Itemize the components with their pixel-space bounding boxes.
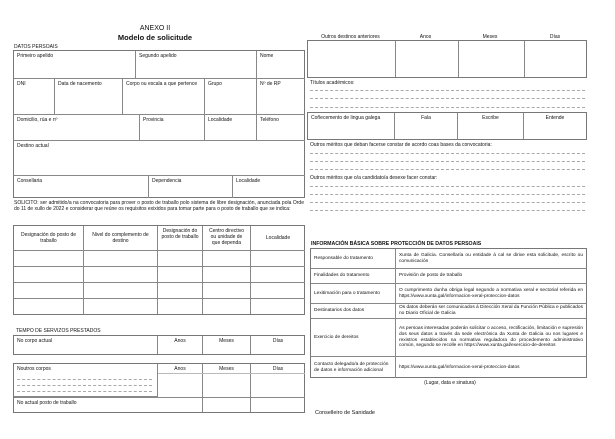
dp-row-label: Contacto delegado/a de protección de dat…: [311, 357, 396, 378]
field-writes[interactable]: Escribe: [458, 113, 524, 139]
label-other-posts: Outros destinos anteriores: [321, 34, 380, 40]
label-galician: Coñecemento de lingua galega: [308, 113, 395, 139]
field-days[interactable]: Días: [272, 366, 284, 372]
field-speaks[interactable]: Fala: [395, 113, 458, 139]
addressee: Conselleiro de Sanidade: [315, 410, 375, 416]
field-department[interactable]: Consellaria: [14, 176, 149, 198]
data-protection-table: Responsable do tratamento Xunta de Galici…: [310, 248, 587, 378]
dp-row-value: Provisión de posto de traballo: [396, 269, 586, 284]
label-current-post: No actual posto de traballo: [17, 400, 77, 406]
field-months[interactable]: Meses: [203, 336, 251, 354]
posts-table-cell[interactable]: [158, 283, 203, 299]
field-body[interactable]: Corpo ou escala a que pertence: [123, 79, 205, 115]
posts-table-cell[interactable]: [84, 283, 158, 299]
posts-table-cell[interactable]: [251, 267, 305, 283]
label-days: Días: [549, 34, 561, 40]
service-other-table: Noutros corpos Anos Meses Días No actual…: [13, 363, 305, 413]
dp-row-value: Xunta de Galicia. Consellaría ou entidad…: [396, 249, 586, 269]
label-current-body: No corpo actual: [14, 336, 158, 354]
dp-row-value: O cumprimento dunha obriga legal segundo…: [396, 284, 586, 304]
field-group[interactable]: Grupo: [205, 79, 257, 115]
posts-table-cell[interactable]: [203, 251, 251, 267]
col-header: Localidade: [251, 226, 305, 251]
field-dni[interactable]: DNI: [14, 79, 55, 115]
dp-row-label: Responsable do tratamento: [311, 249, 396, 269]
posts-table-cell[interactable]: [84, 267, 158, 283]
posts-table-cell[interactable]: [14, 299, 84, 314]
annex-label: ANEXO II: [139, 25, 171, 32]
field-name[interactable]: Nome: [257, 51, 305, 79]
section-service: TEMPO DE SERVIZOS PRESTADOS: [16, 328, 101, 334]
posts-table-cell[interactable]: [14, 283, 84, 299]
label: Noutros corpos: [17, 366, 51, 372]
field-first-surname[interactable]: Primeiro apelido: [14, 51, 136, 79]
posts-table-cell[interactable]: [158, 299, 203, 314]
posts-table-cell[interactable]: [251, 299, 305, 314]
col-header: Designación do posto de traballo: [158, 226, 203, 251]
dp-row-label: Lexitimación para o tratamento: [311, 284, 396, 304]
label-years: Anos: [419, 34, 432, 40]
posts-table-cell[interactable]: [84, 299, 158, 314]
posts-table-cell[interactable]: [14, 251, 84, 267]
field-months[interactable]: Meses: [203, 364, 251, 412]
dp-row-label: Finalidades do tratamento: [311, 269, 396, 284]
label-other-bodies: Noutros corpos: [14, 364, 158, 397]
posts-table-cell[interactable]: [203, 299, 251, 314]
field-dependency[interactable]: Dependencia: [149, 176, 233, 198]
dp-row-label: Exercicio de dereitos: [311, 319, 396, 357]
label-merits-candidate: Outros méritos que o/a candidato/a desex…: [310, 175, 438, 181]
field-second-surname[interactable]: Segundo apelido: [136, 51, 257, 79]
label-months: Meses: [482, 34, 498, 40]
field-nrp[interactable]: Nº de RP: [257, 79, 305, 115]
field-birthdate[interactable]: Data de nacemento: [55, 79, 123, 115]
section-personal: DATOS PERSOAIS: [14, 44, 58, 50]
posts-table-cell[interactable]: [203, 267, 251, 283]
posts-table-cell[interactable]: [14, 267, 84, 283]
dp-row-value: Os datos deberán ser comunicados á Direc…: [396, 304, 586, 319]
other-posts-table[interactable]: [307, 40, 587, 78]
field-years[interactable]: Anos: [158, 336, 203, 354]
field-province[interactable]: Provincia: [140, 115, 205, 141]
field-phone[interactable]: Teléfono: [257, 115, 305, 141]
personal-data-table: Primeiro apelido Segundo apelido Nome DN…: [13, 50, 305, 198]
galician-language-table: Coñecemento de lingua galega Fala Escrib…: [307, 112, 587, 140]
col-header: Nivel do complemento de destino: [84, 226, 158, 251]
field-understands[interactable]: Entende: [545, 115, 565, 121]
posts-table-cell[interactable]: [158, 251, 203, 267]
col-header: Centro directivo ou unidade de que depen…: [203, 226, 251, 251]
solicito-text: SOLICITO: ser admitido/a na convocatoria…: [14, 200, 304, 213]
service-current-table: No corpo actual Anos Meses Días: [13, 335, 305, 355]
page-title: Modelo de solicitude: [117, 33, 193, 42]
field-address[interactable]: Domicilio, rúa e nº: [14, 115, 140, 141]
posts-table-cell[interactable]: [251, 283, 305, 299]
posts-table-cell[interactable]: [158, 267, 203, 283]
label-merits-bases: Outros méritos que deban facerse constar…: [310, 142, 492, 148]
field-days[interactable]: Días: [272, 338, 284, 344]
posts-table-cell[interactable]: [203, 283, 251, 299]
label-degrees: Títulos académicos:: [310, 80, 355, 86]
posts-table: Designación do posto de traballo Nivel d…: [13, 225, 305, 315]
dp-row-value: https://www.xunta.gal/informacion-xeral-…: [399, 364, 520, 370]
field-locality-2[interactable]: Localidade: [236, 178, 261, 184]
posts-table-cell[interactable]: [251, 251, 305, 267]
posts-table-cell[interactable]: [84, 251, 158, 267]
col-header: Designación do posto de traballo: [14, 226, 84, 251]
dp-row-value: As persoas interesadas poderán solicitar…: [396, 319, 586, 357]
field-years[interactable]: Anos: [158, 364, 203, 412]
dp-row-label: Destinatarios dos datos: [311, 304, 396, 319]
field-current-post[interactable]: Destino actual: [14, 141, 305, 176]
section-data-protection: INFORMACIÓN BÁSICA SOBRE PROTECCIÓN DE D…: [311, 241, 482, 247]
signature-label: (Lugar, data e sinatura): [424, 380, 476, 386]
field-locality[interactable]: Localidade: [205, 115, 257, 141]
